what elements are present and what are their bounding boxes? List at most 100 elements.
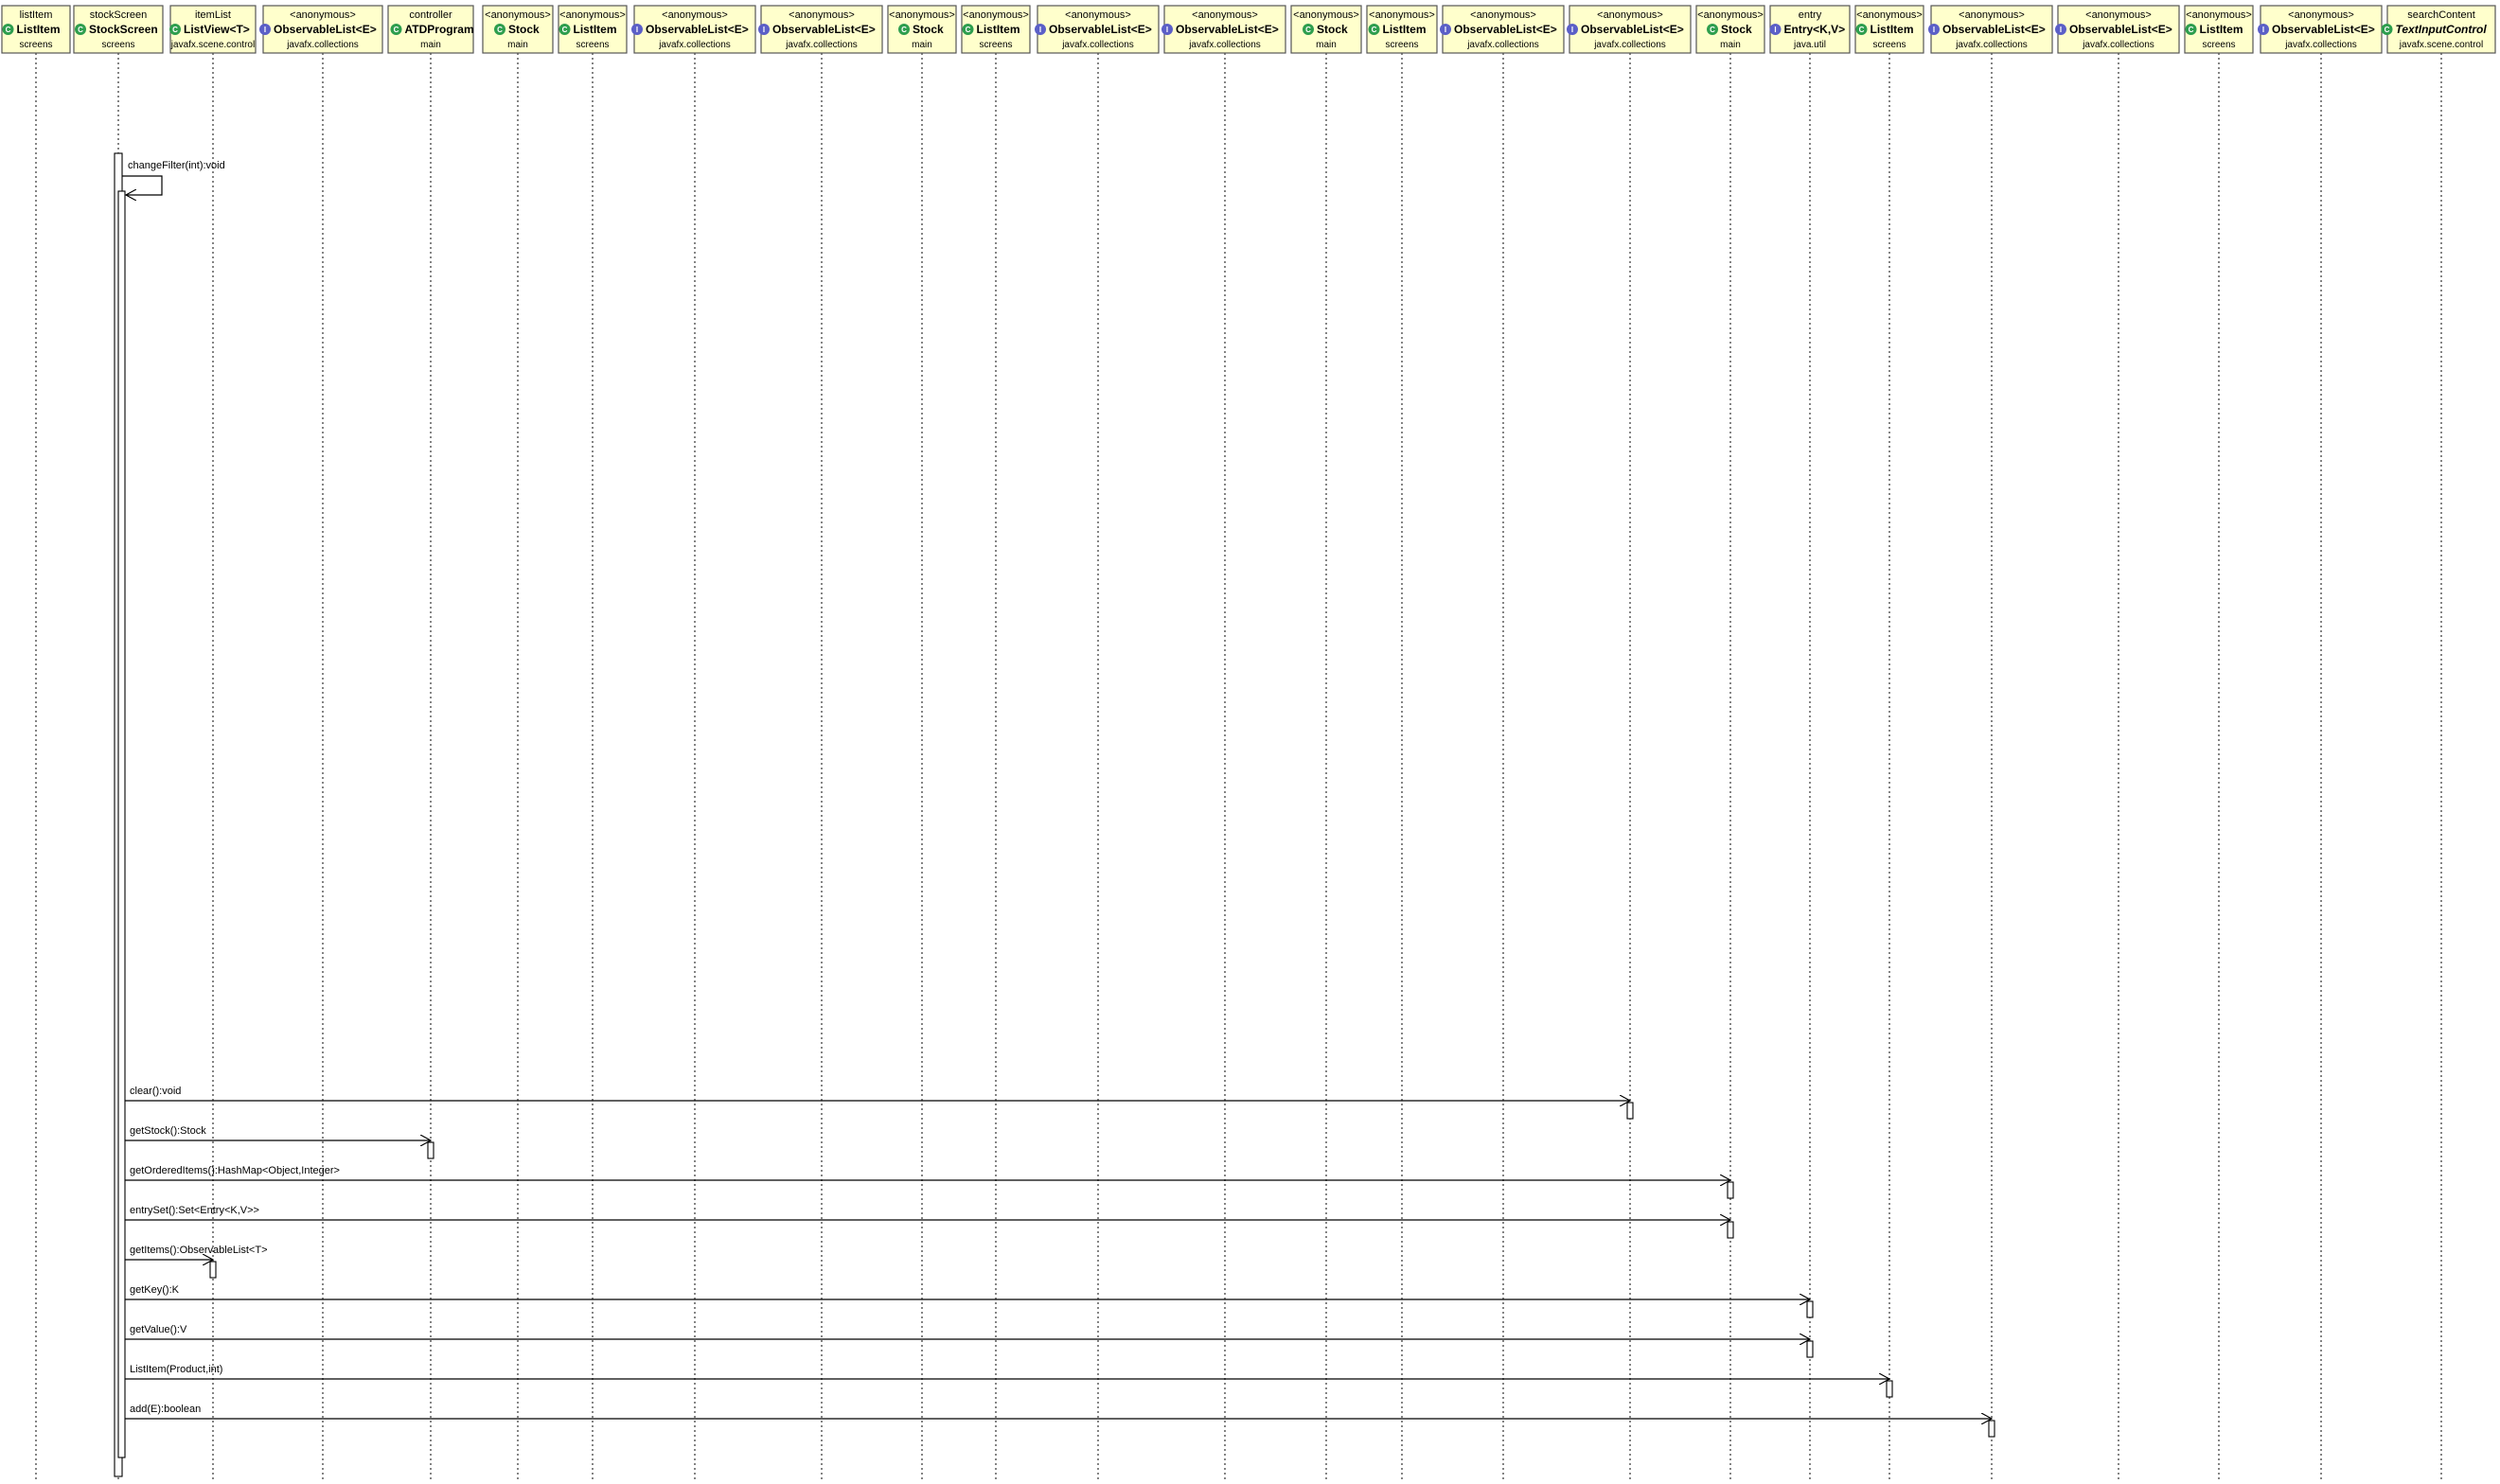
interface-icon	[259, 24, 271, 35]
class-icon	[1368, 24, 1380, 35]
badge-letter: C	[1710, 26, 1715, 34]
badge-letter: I	[636, 26, 638, 34]
message-label: getStock():Stock	[130, 1125, 206, 1137]
class-icon	[1303, 24, 1314, 35]
participant-type: ATDProgram	[405, 23, 474, 36]
participant-role: <anonymous>	[2186, 9, 2252, 21]
class-icon	[898, 24, 910, 35]
participant-header[interactable]: <anonymous> I ObservableList<E> javafx.coll…	[1035, 5, 1160, 54]
message-label: getKey():K	[130, 1284, 180, 1296]
participant-header[interactable]: <anonymous> I ObservableList<E> javafx.coll…	[2258, 5, 2383, 54]
self-message: changeFilter(int):void	[122, 160, 225, 195]
participant-header[interactable]: <anonymous> I ObservableList<E> javafx.coll…	[1567, 5, 1692, 54]
participant-header[interactable]: <anonymous> C ListItem screens	[1854, 5, 1924, 54]
participant-role: <anonymous>	[559, 9, 626, 21]
participant-header[interactable]: entry I Entry<K,V> java.util	[1769, 5, 1851, 54]
badge-letter: I	[763, 26, 765, 34]
message-label: changeFilter(int):void	[128, 160, 225, 171]
participant-header[interactable]: <anonymous> C ListItem screens	[2184, 5, 2254, 54]
class-icon	[2, 24, 14, 35]
participant-header[interactable]: <anonymous> C Stock main	[1695, 5, 1765, 54]
participant-header[interactable]: <anonymous> C Stock main	[1290, 5, 1362, 54]
participant-header[interactable]: <anonymous> C Stock main	[482, 5, 554, 54]
participant-header[interactable]: <anonymous> C ListItem screens	[558, 5, 628, 54]
participant-box	[2057, 5, 2180, 54]
participant-header[interactable]: <anonymous> C Stock main	[887, 5, 957, 54]
badge-letter: I	[1039, 26, 1041, 34]
participant-role: <anonymous>	[889, 9, 955, 21]
message-label: getValue():V	[130, 1324, 187, 1335]
class-icon	[962, 24, 974, 35]
participant-package: javafx.collections	[785, 40, 858, 50]
message: clear():void	[125, 1086, 1634, 1120]
participant-header[interactable]: <anonymous> C ListItem screens	[1366, 5, 1438, 54]
participant-package: screens	[979, 40, 1012, 50]
participant-package: javafx.collections	[286, 40, 359, 50]
badge-letter: C	[562, 26, 568, 34]
interface-icon	[1440, 24, 1451, 35]
participant-header[interactable]: <anonymous> I ObservableList<E> javafx.coll…	[259, 5, 383, 54]
participant-type: ObservableList<E>	[1454, 23, 1557, 36]
participant-header[interactable]: searchContent C TextInputControl javafx.sce…	[2381, 5, 2496, 54]
participant-header[interactable]: <anonymous> I ObservableList<E> javafx.coll…	[758, 5, 883, 54]
participant-package: screens	[101, 40, 134, 50]
participant-header[interactable]: <anonymous> I ObservableList<E> javafx.coll…	[631, 5, 756, 54]
participant-role: <anonymous>	[1597, 9, 1663, 21]
badge-letter: C	[966, 26, 971, 34]
callee-activation	[1727, 1181, 1734, 1199]
message-label: add(E):boolean	[130, 1404, 201, 1415]
participant-role: <anonymous>	[1192, 9, 1258, 21]
badge-letter: I	[1571, 26, 1573, 34]
participant-type: ListItem	[574, 23, 617, 36]
participant-box	[2386, 5, 2496, 54]
participant-type: ObservableList<E>	[772, 23, 876, 36]
class-icon	[494, 24, 505, 35]
participant-header[interactable]: <anonymous> I ObservableList<E> javafx.coll…	[1440, 5, 1565, 54]
interface-icon	[2258, 24, 2269, 35]
interface-icon	[1035, 24, 1046, 35]
badge-letter: I	[1933, 26, 1935, 34]
participant-role: <anonymous>	[485, 9, 551, 21]
participant-role: <anonymous>	[963, 9, 1029, 21]
participant-package: javafx.collections	[1061, 40, 1134, 50]
callee-activation	[1626, 1102, 1634, 1120]
participant-package: javafx.collections	[2284, 40, 2357, 50]
participant-type: ObservableList<E>	[274, 23, 377, 36]
participant-type: ObservableList<E>	[2272, 23, 2375, 36]
callee-activation	[1806, 1300, 1814, 1318]
class-icon	[75, 24, 86, 35]
participant-role: entry	[1799, 9, 1822, 21]
participant-package: screens	[1385, 40, 1418, 50]
participant-type: ListItem	[2200, 23, 2243, 36]
participant-header[interactable]: <anonymous> C ListItem screens	[961, 5, 1031, 54]
message-label: clear():void	[130, 1086, 181, 1097]
interface-icon	[631, 24, 643, 35]
participant-role: searchContent	[2407, 9, 2475, 21]
message: getValue():V	[125, 1324, 1814, 1358]
badge-letter: I	[1166, 26, 1168, 34]
callee-activation	[427, 1141, 434, 1159]
participant-role: <anonymous>	[2085, 9, 2152, 21]
participant-package: javafx.collections	[1188, 40, 1261, 50]
message: getOrderedItems():HashMap<Object,Integer…	[125, 1165, 1734, 1199]
participant-role: <anonymous>	[1856, 9, 1923, 21]
participant-type: ObservableList<E>	[646, 23, 749, 36]
participant-type: Stock	[508, 23, 540, 36]
participant-header[interactable]: stockScreen C StockScreen screens	[73, 5, 164, 54]
participant-header[interactable]: <anonymous> I ObservableList<E> javafx.coll…	[1928, 5, 2053, 54]
badge-letter: C	[394, 26, 399, 34]
participant-box	[1037, 5, 1160, 54]
participant-role: stockScreen	[90, 9, 148, 21]
class-icon	[1707, 24, 1718, 35]
participant-header[interactable]: <anonymous> I ObservableList<E> javafx.coll…	[2055, 5, 2180, 54]
participant-header[interactable]: itemList C ListView<T> javafx.scene.control	[169, 5, 257, 54]
message: add(E):boolean	[125, 1404, 1995, 1438]
message: getItems():ObservableList<T>	[125, 1245, 268, 1279]
badge-letter: I	[1774, 26, 1776, 34]
participant-package: javafx.scene.control	[2399, 40, 2483, 50]
participant-package: javafx.scene.control	[170, 40, 255, 50]
participant-header[interactable]: <anonymous> I ObservableList<E> javafx.coll…	[1161, 5, 1286, 54]
class-icon	[390, 24, 402, 35]
participant-header[interactable]: controller C ATDProgram main	[387, 5, 474, 54]
participant-header[interactable]: listItem C ListItem screens	[1, 5, 71, 54]
